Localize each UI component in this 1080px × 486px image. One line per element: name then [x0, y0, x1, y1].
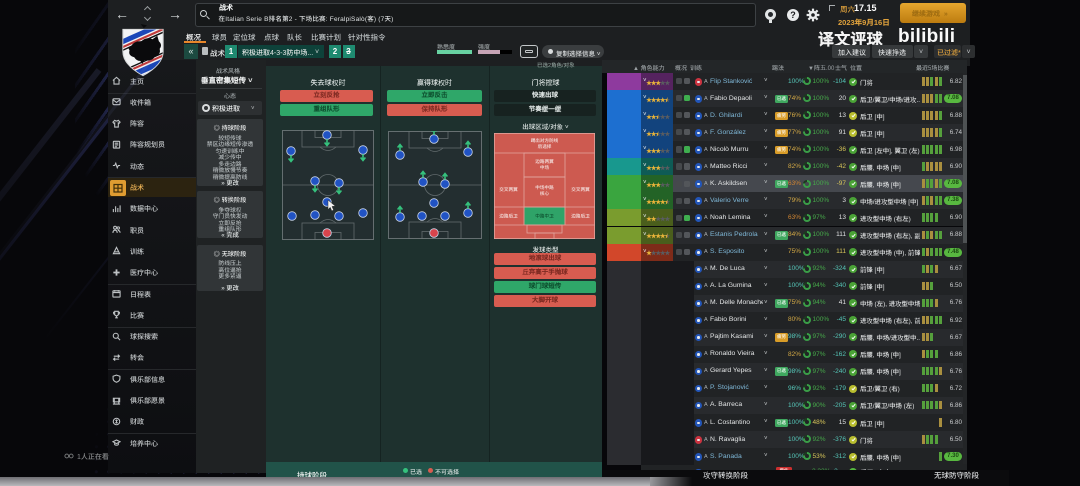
svg-text:后选择: 后选择: [538, 144, 552, 149]
svg-text:交叉两翼: 交叉两翼: [571, 187, 590, 192]
svg-text:中场中路: 中场中路: [535, 185, 554, 190]
svg-text:中路中卫: 中路中卫: [535, 214, 554, 219]
svg-text:边路后卫: 边路后卫: [499, 214, 518, 219]
svg-text:核心: 核心: [540, 191, 550, 196]
svg-text:交叉两翼: 交叉两翼: [499, 187, 518, 192]
svg-text:中场: 中场: [540, 165, 550, 170]
svg-text:边路后卫: 边路后卫: [571, 214, 590, 219]
svg-text:踢出对方防线: 踢出对方防线: [531, 138, 559, 143]
svg-text:边路两翼: 边路两翼: [535, 159, 554, 164]
